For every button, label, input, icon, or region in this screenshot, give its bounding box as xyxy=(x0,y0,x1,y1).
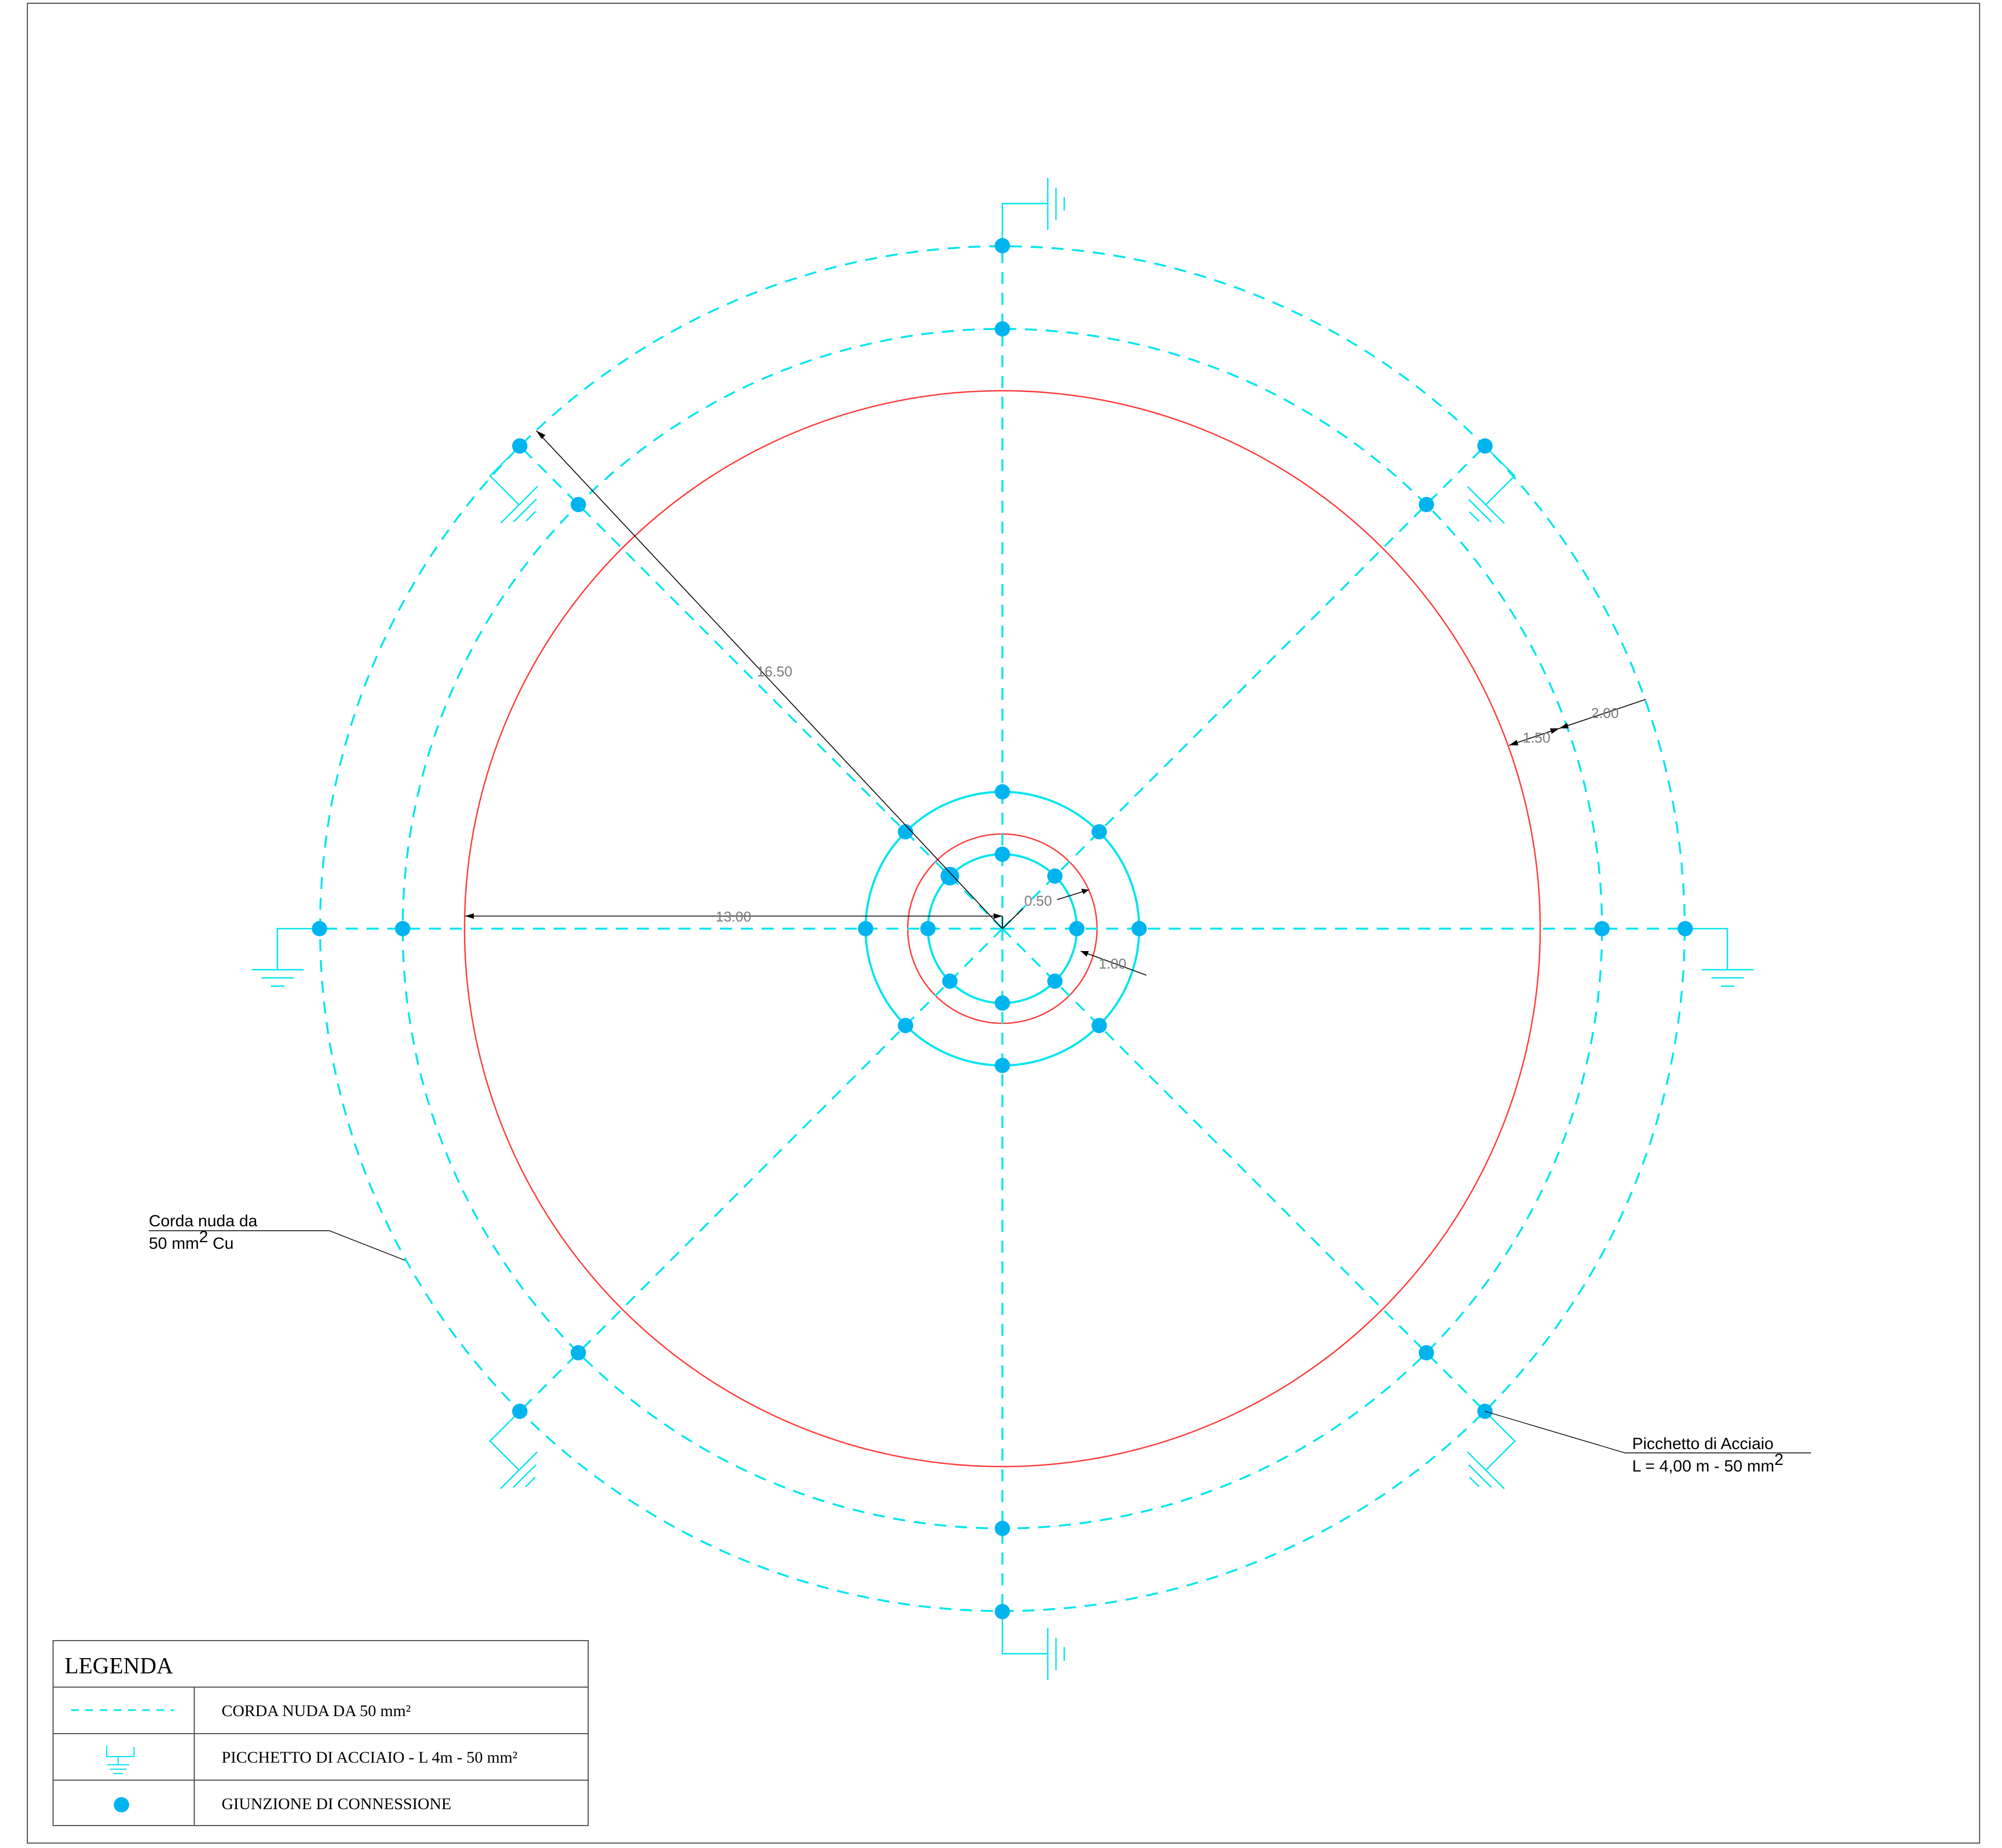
legend-junction-symbol xyxy=(114,1797,129,1812)
junction-node xyxy=(512,1404,527,1419)
junction-node xyxy=(1419,497,1434,512)
dim-line-radius xyxy=(536,430,1003,929)
ground-rod-ne xyxy=(1467,445,1516,524)
rod-note-line1: Picchetto di Acciaio xyxy=(1632,1435,1773,1453)
dim-line-100 xyxy=(1080,951,1147,976)
rod-note-leader xyxy=(1484,1411,1811,1453)
dimension-lines xyxy=(465,430,1646,976)
legend-rod-symbol xyxy=(106,1746,135,1774)
cable-note-leader xyxy=(149,1230,405,1261)
arrow xyxy=(1081,889,1089,894)
dim-label-200: 2.00 xyxy=(1591,705,1619,721)
junction-node xyxy=(1477,438,1493,454)
rod-note: Picchetto di Acciaio L = 4,00 m - 50 mm2 xyxy=(1484,1411,1811,1475)
junction-node xyxy=(995,1604,1010,1619)
ground-rods xyxy=(252,178,1754,1680)
dim-label-radius: 16.50 xyxy=(757,663,792,680)
cable-note-line1: Corda nuda da xyxy=(149,1212,258,1230)
junction-node xyxy=(1594,921,1610,936)
junction-node xyxy=(920,921,936,936)
ground-rod-e xyxy=(1685,928,1754,987)
legend: LEGENDA CORDA NUDA DA 50 mm² PICCHETTO D… xyxy=(53,1640,589,1826)
cable-radial-nw xyxy=(519,445,1003,930)
ground-rod-nw xyxy=(489,445,538,524)
junction-node xyxy=(312,921,327,936)
junction-node xyxy=(1047,868,1063,884)
rod-note-sup: 2 xyxy=(1774,1451,1784,1469)
junction-node xyxy=(995,1058,1010,1073)
cable-radial-sw xyxy=(519,928,1003,1412)
junction-node xyxy=(995,995,1010,1011)
junction-node xyxy=(1069,921,1084,936)
ground-rod-sw xyxy=(489,1411,538,1490)
junction-node xyxy=(995,784,1010,800)
junction-node xyxy=(512,438,527,454)
junction-node xyxy=(898,824,913,839)
rod-note-line2: L = 4,00 m - 50 mm2 xyxy=(1632,1451,1784,1475)
junction-node xyxy=(571,497,586,512)
junction-node xyxy=(1678,921,1693,936)
junction-node xyxy=(1131,921,1147,936)
dimension-arrows xyxy=(465,431,1569,957)
junction-node xyxy=(995,238,1010,253)
arrow xyxy=(1559,723,1569,728)
dim-label-050: 0.50 xyxy=(1024,893,1052,909)
junction-node xyxy=(898,1018,913,1033)
junction-node xyxy=(1092,824,1107,839)
arrow xyxy=(465,913,474,919)
sheet-border xyxy=(27,3,1980,1844)
legend-rod-label: PICCHETTO DI ACCIAIO - L 4m - 50 mm² xyxy=(222,1748,518,1766)
junction-node xyxy=(1092,1018,1107,1033)
dim-label-100: 1.00 xyxy=(1099,955,1127,972)
cable-note: Corda nuda da 50 mm2 Cu xyxy=(149,1212,405,1261)
dimension-labels: 16.50 13.00 2.00 1.50 0.50 1.00 xyxy=(716,663,1619,972)
junction-node xyxy=(995,847,1010,862)
dim-label-13: 13.00 xyxy=(716,908,751,925)
junction-node xyxy=(941,867,959,885)
junction-node xyxy=(1419,1345,1434,1360)
arrow xyxy=(1509,740,1518,745)
legend-title: LEGENDA xyxy=(65,1654,173,1679)
dim-line-radius-tick xyxy=(1002,908,1024,929)
cable-radial-se xyxy=(1001,928,1486,1412)
junction-node xyxy=(1047,974,1063,989)
legend-cable-label: CORDA NUDA DA 50 mm² xyxy=(222,1702,411,1720)
junction-node xyxy=(858,921,873,936)
ground-rod-w xyxy=(252,928,320,987)
arrow xyxy=(1550,728,1559,734)
arrow xyxy=(994,913,1002,919)
dim-label-150: 1.50 xyxy=(1523,729,1551,746)
ground-rod-n xyxy=(1001,178,1065,246)
junction-node xyxy=(995,1521,1010,1536)
junction-node xyxy=(571,1345,586,1360)
legend-junction-label: GIUNZIONE DI CONNESSIONE xyxy=(222,1795,451,1813)
cable-radial-ne xyxy=(1001,445,1486,930)
dim-line-ring-gap xyxy=(1508,699,1646,746)
cable-note-sup: 2 xyxy=(199,1228,208,1246)
arrow xyxy=(536,431,546,439)
junction-node xyxy=(942,974,958,989)
structure-outer-circle xyxy=(463,390,1541,1468)
cable-note-cu: Cu xyxy=(208,1235,234,1253)
arrow xyxy=(1081,951,1089,957)
cable-note-mm: 50 mm xyxy=(149,1235,199,1253)
junction-node xyxy=(395,921,410,936)
cable-note-line2: 50 mm2 Cu xyxy=(149,1228,234,1253)
rod-note-value: L = 4,00 m - 50 mm xyxy=(1632,1457,1774,1475)
ground-rod-s xyxy=(1001,1612,1065,1680)
ground-rod-se xyxy=(1467,1411,1516,1490)
junction-node xyxy=(995,321,1010,337)
